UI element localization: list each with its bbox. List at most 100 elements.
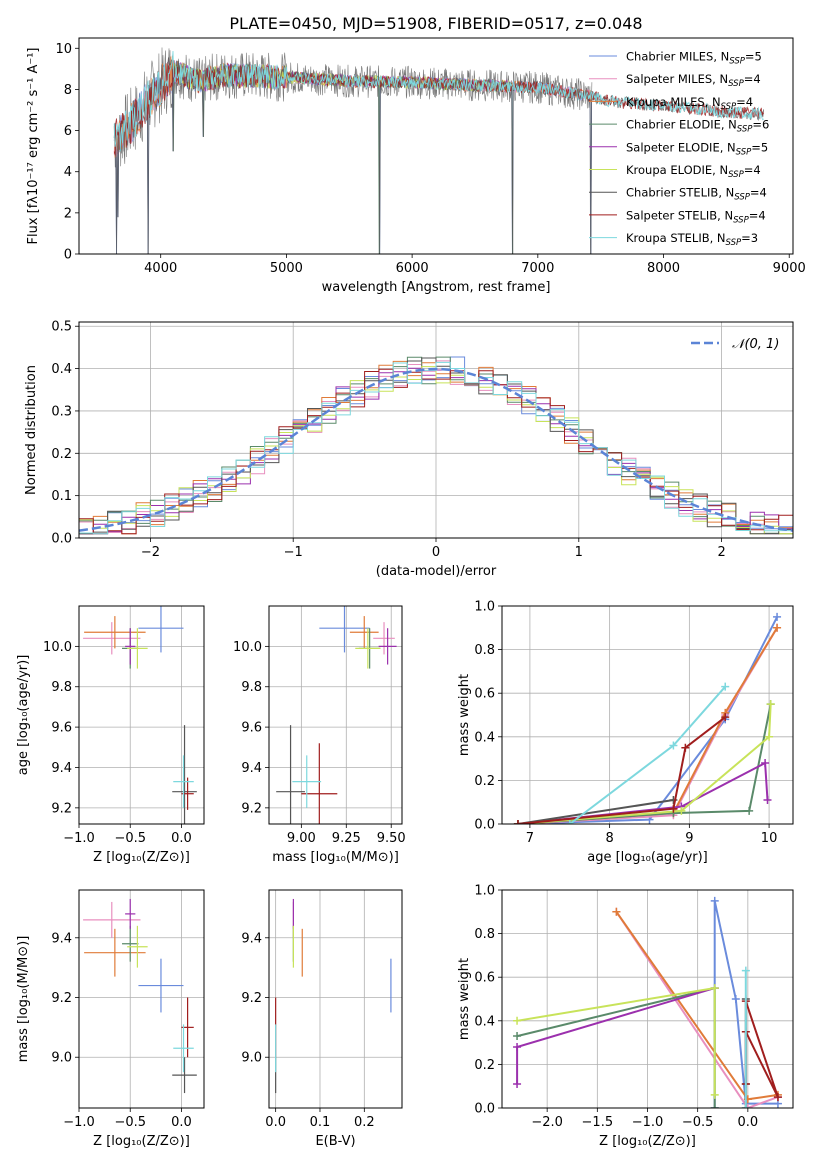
legend-count: =4 — [744, 163, 761, 177]
y-tick-label: 0.2 — [474, 1058, 495, 1073]
x-tick-label: 0.1 — [310, 1115, 331, 1130]
series-marker — [773, 623, 782, 632]
series-marker — [773, 1093, 782, 1102]
legend-count: =5 — [745, 50, 762, 64]
legend-subscript: SSP — [721, 102, 737, 112]
legend-text: Kroupa STELIB, N — [626, 231, 726, 245]
x-axis-label: age [log₁₀(age/yr)] — [587, 850, 708, 865]
y-tick-label: 0.0 — [474, 818, 495, 833]
x-axis-label: Z [log₁₀(Z/Z⊙)] — [93, 850, 190, 865]
point-kroupa-stelib — [173, 1024, 194, 1073]
y-tick-label: 2 — [64, 206, 72, 221]
point-chabrier-miles — [138, 606, 184, 653]
y-axis-label: mass [log₁₀(M/M⊙)] — [16, 936, 31, 1063]
x-tick-label: −1.0 — [63, 1115, 95, 1130]
legend-label-salpeter-elodie: Salpeter ELODIE, NSSP=5 — [626, 140, 768, 157]
legend-count: =5 — [751, 140, 768, 154]
series-marker — [773, 612, 782, 621]
y-tick-label: 10.0 — [233, 640, 262, 655]
legend-label-kroupa-miles: Kroupa MILES, NSSP=4 — [626, 95, 753, 112]
point-salpeter-elodie — [378, 628, 397, 665]
legend-subscript: SSP — [736, 147, 752, 157]
legend-count: =4 — [750, 186, 767, 200]
y-tick-label: 9.2 — [241, 801, 262, 816]
x-tick-label: 0.2 — [354, 1115, 375, 1130]
legend-text: Kroupa MILES, N — [626, 95, 721, 109]
series-marker — [721, 713, 730, 722]
y-tick-label: 9.0 — [51, 1051, 72, 1066]
y-axis-label: mass weight — [457, 674, 472, 756]
y-tick-label: 4 — [64, 165, 72, 180]
panel-mass_vs_ebv: 0.0 0.1 0.2 9.0 9.2 9.4 E(B-V) — [241, 889, 403, 1149]
legend-subscript: SSP — [728, 170, 744, 180]
x-tick-label: −2 — [141, 545, 160, 560]
series-marker — [565, 820, 574, 824]
panel-spectrum: 4000 5000 6000 7000 8000 9000 0 2 4 6 8 10 wavelengt… — [26, 37, 806, 295]
y-tick-label: 6 — [64, 124, 72, 139]
point-salpeter-miles — [373, 622, 395, 655]
plot-area — [276, 606, 397, 824]
y-tick-label: 8 — [64, 83, 72, 98]
y-tick-label: 0.0 — [51, 532, 72, 547]
point-kroupa-elodie — [127, 925, 148, 968]
x-tick-label: 6000 — [396, 261, 429, 276]
series-marker — [513, 1080, 522, 1089]
y-tick-label: 1.0 — [474, 884, 495, 899]
series-marker — [741, 966, 750, 975]
y-tick-label: 0.8 — [474, 927, 495, 942]
panel-residual_hist: −2 −1 0 1 2 0.0 0.1 0.2 0.3 0.4 0.5 (data-model)/er… — [24, 320, 794, 579]
axes-frame — [501, 605, 794, 825]
legend-text: Chabrier STELIB, N — [626, 186, 734, 200]
x-tick-label: −2.0 — [531, 1115, 563, 1130]
y-tick-label: 9.8 — [51, 680, 72, 695]
axes-frame — [78, 605, 205, 825]
point-kroupa-elodie — [355, 628, 381, 669]
plot-area — [79, 356, 793, 538]
x-tick-label: 5000 — [270, 261, 303, 276]
y-tick-label: 0.3 — [51, 404, 72, 419]
series-marker — [721, 682, 730, 691]
point-chabrier-elodie — [122, 925, 139, 962]
legend-subscript: SSP — [737, 125, 753, 135]
point-salpeter-miles — [83, 901, 141, 938]
y-tick-label: 9.4 — [51, 761, 72, 776]
point-chabrier-stelib — [172, 725, 197, 824]
x-axis-label: Z [log₁₀(Z/Z⊙)] — [599, 1134, 696, 1149]
y-tick-label: 10.0 — [43, 640, 72, 655]
model-spectrum-kroupa-stelib — [113, 50, 764, 152]
panel-weight_vs_age: 7 8 9 10 0.0 0.2 0.4 0.6 0.8 1.0 age [log₁₀(age/yr… — [457, 600, 794, 865]
legend-count: =6 — [752, 118, 769, 132]
legend-count: =4 — [736, 95, 753, 109]
legend-label-kroupa-elodie: Kroupa ELODIE, NSSP=4 — [626, 163, 761, 180]
series-salpeter-stelib — [513, 713, 730, 824]
legend-subscript: SSP — [728, 79, 744, 89]
axes-frame — [78, 37, 794, 255]
point-chabrier-miles — [138, 958, 184, 1013]
series-marker — [761, 758, 770, 767]
y-tick-label: 9.2 — [241, 991, 262, 1006]
x-tick-label: 8000 — [647, 261, 680, 276]
y-tick-label: 9.8 — [241, 680, 262, 695]
series-marker — [677, 806, 686, 815]
x-axis-label: Z [log₁₀(Z/Z⊙)] — [93, 1134, 190, 1149]
figure-title: PLATE=0450, MJD=51908, FIBERID=0517, z=0… — [229, 14, 642, 33]
legend-text: Kroupa ELODIE, N — [626, 163, 728, 177]
x-axis-label: wavelength [Angstrom, rest frame] — [322, 280, 551, 295]
series-line — [615, 911, 779, 1108]
y-tick-label: 9.6 — [241, 721, 262, 736]
plot-area — [83, 898, 197, 1094]
legend-label-salpeter-miles: Salpeter MILES, NSSP=4 — [626, 72, 761, 89]
y-tick-label: 9.2 — [51, 801, 72, 816]
y-tick-label: 0.2 — [474, 774, 495, 789]
x-tick-label: 7000 — [521, 261, 554, 276]
legend-label-normal: 𝒩(0, 1) — [732, 337, 779, 352]
y-tick-label: 10 — [55, 42, 72, 57]
series-marker — [741, 1104, 750, 1108]
series-marker — [710, 984, 719, 993]
legend-subscript: SSP — [733, 215, 749, 225]
y-tick-label: 9.4 — [241, 761, 262, 776]
y-tick-label: 0.6 — [474, 971, 495, 986]
legend-label-chabrier-stelib: Chabrier STELIB, NSSP=4 — [626, 186, 767, 203]
x-tick-label: 0 — [432, 545, 440, 560]
histogram-kroupa-stelib — [79, 361, 793, 538]
